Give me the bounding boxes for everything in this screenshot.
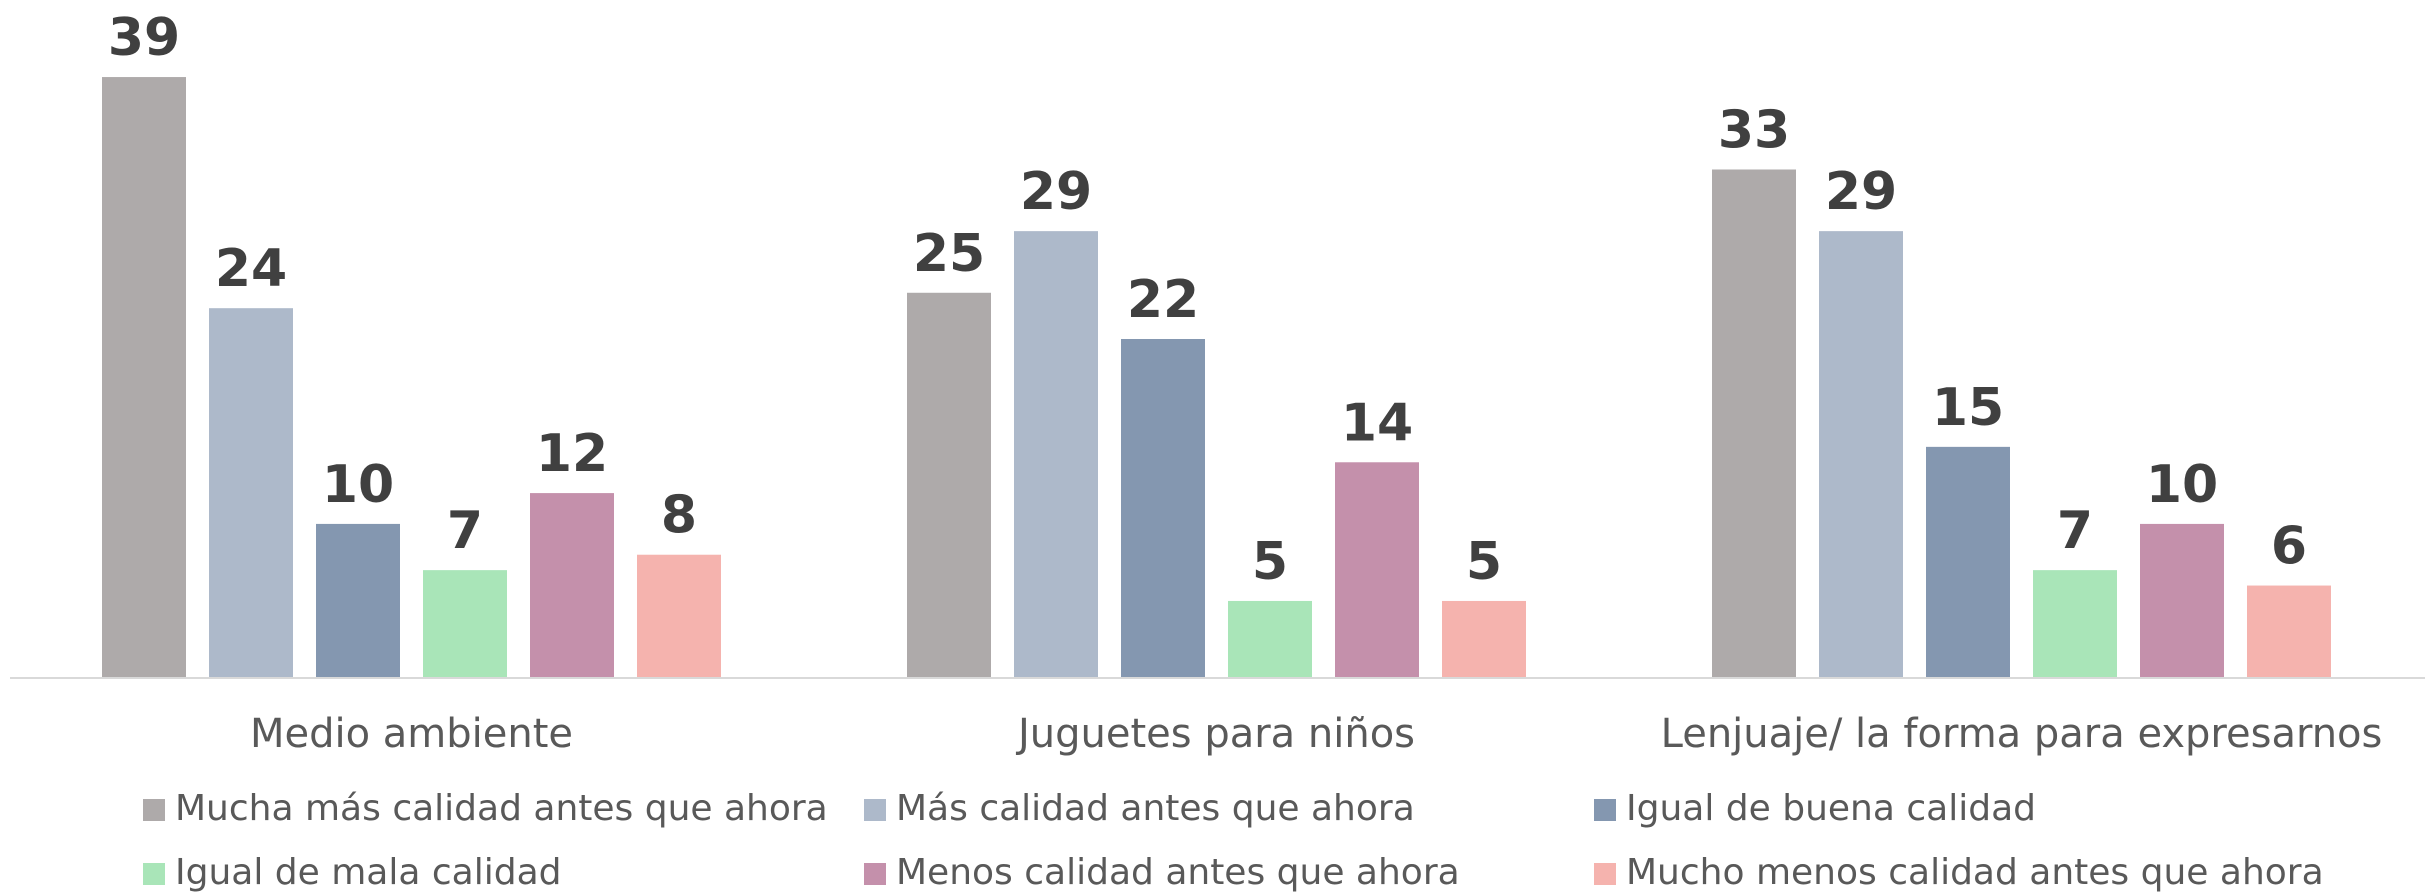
bar: [1335, 462, 1419, 678]
value-label: 24: [215, 239, 287, 299]
value-label: 7: [447, 501, 483, 561]
bar: [637, 554, 721, 678]
value-label: 10: [322, 455, 394, 515]
value-label: 29: [1825, 162, 1897, 222]
bar: [1819, 231, 1903, 679]
bar: [1014, 231, 1098, 679]
x-tick-label: Medio ambiente: [250, 711, 573, 757]
value-label: 10: [2146, 455, 2218, 515]
value-label: 39: [108, 8, 180, 68]
legend-label: Más calidad antes que ahora: [896, 788, 1415, 829]
legend-swatch: [1594, 799, 1616, 821]
value-label: 29: [1020, 162, 1092, 222]
legend-swatch: [1594, 863, 1616, 885]
value-label: 25: [913, 224, 985, 284]
legend-swatch: [143, 799, 165, 821]
bar: [2247, 585, 2331, 678]
bar: [1121, 339, 1205, 678]
legend-swatch: [864, 799, 886, 821]
value-label: 15: [1932, 378, 2004, 438]
value-label: 6: [2271, 517, 2307, 577]
bar: [530, 493, 614, 678]
bar: [1442, 600, 1526, 678]
bar: [423, 570, 507, 678]
legend-label: Mucho menos calidad antes que ahora: [1626, 852, 2324, 893]
value-label: 5: [1252, 532, 1288, 592]
value-label: 12: [536, 424, 608, 484]
bar: [102, 77, 186, 678]
legend-swatch: [143, 863, 165, 885]
value-label: 5: [1466, 532, 1502, 592]
value-label: 7: [2057, 501, 2093, 561]
bar: [907, 292, 991, 678]
legend-label: Menos calidad antes que ahora: [896, 852, 1460, 893]
bar: [209, 308, 293, 678]
bar: [2140, 523, 2224, 678]
bar: [1926, 446, 2010, 678]
legend-swatch: [864, 863, 886, 885]
x-tick-label: Lenjuaje/ la forma para expresarnos: [1661, 711, 2383, 757]
legend-label: Igual de buena calidad: [1626, 788, 2036, 829]
bar: [1712, 169, 1796, 678]
value-label: 33: [1718, 101, 1790, 161]
legend-label: Mucha más calidad antes que ahora: [175, 788, 828, 829]
value-label: 22: [1127, 270, 1199, 330]
bar: [316, 523, 400, 678]
bar: [2033, 570, 2117, 678]
value-label: 8: [661, 486, 697, 546]
bar: [1228, 600, 1312, 678]
value-label: 14: [1341, 393, 1413, 453]
x-tick-label: Juguetes para niños: [1015, 711, 1415, 757]
legend-label: Igual de mala calidad: [175, 852, 562, 893]
